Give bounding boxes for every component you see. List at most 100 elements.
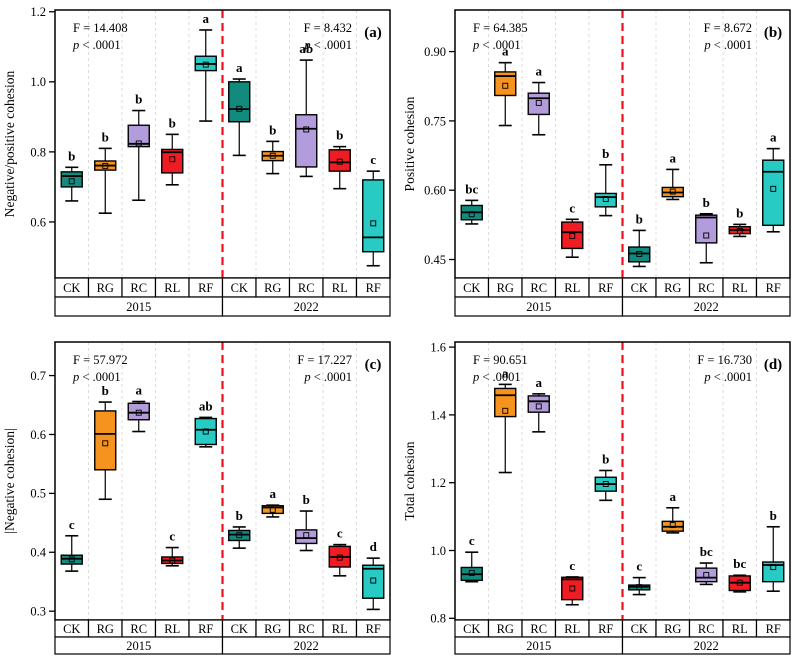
boxplot-2015-RL: c: [561, 558, 584, 606]
x-axis-table: CK RG RC RL RF CK RG RC RL RF 2015 2022: [54, 619, 391, 655]
mean-marker: [770, 564, 777, 571]
boxplot-2015-RF: b: [594, 451, 617, 502]
mean-marker: [602, 481, 609, 488]
panel-tag: (d): [764, 357, 782, 373]
boxplot-2022-CK: b: [228, 508, 251, 549]
y-tick-label: 0.75: [424, 114, 446, 128]
y-tick-label: 1.0: [30, 75, 46, 89]
year-label: 2015: [526, 300, 551, 314]
boxplot-2015-CK: b: [60, 148, 83, 202]
treatment-label: RC: [298, 622, 315, 636]
boxplot-2015-RG: a: [494, 365, 517, 474]
sig-letter: bc: [465, 181, 478, 196]
mean-marker: [370, 220, 377, 227]
panel-a: 0.6 0.8 1.0 1.2 Negative/positive cohesion F …: [0, 0, 400, 330]
box: [594, 192, 617, 208]
boxplot-2022-RL: c: [328, 526, 351, 577]
mean-marker: [202, 428, 209, 435]
treatment-label: CK: [631, 281, 648, 295]
boxplot-2022-CK: b: [628, 211, 651, 268]
y-tick-label: 0.8: [30, 145, 46, 159]
y-tick-label: 0.5: [30, 487, 46, 501]
treatment-label: RF: [766, 281, 781, 295]
y-tick-label: 1.2: [430, 476, 446, 490]
boxplot-2022-RC: b: [295, 492, 318, 552]
box: [527, 92, 550, 116]
boxplot-2015-RF: ab: [194, 398, 217, 448]
sig-letter: c: [569, 200, 575, 215]
treatment-label: RL: [732, 281, 748, 295]
mean-marker: [669, 188, 676, 195]
sig-letter: c: [370, 152, 376, 167]
panel-b-chart: 0.45 0.60 0.75 0.90 Positive cohesion F = 64.…: [402, 9, 791, 317]
mean-marker: [336, 554, 343, 561]
y-axis-title: Total cohesion: [402, 441, 417, 520]
treatment-label: CK: [463, 281, 480, 295]
stats-left-f: F = 14.408: [73, 21, 128, 35]
treatment-label: RG: [664, 281, 681, 295]
boxplot-2022-RG: a: [261, 486, 284, 518]
mean-marker: [370, 577, 377, 584]
year-label: 2015: [526, 639, 551, 653]
mean-marker: [336, 158, 343, 165]
treatment-label: CK: [631, 622, 648, 636]
stats-right-f: F = 17.227: [297, 353, 352, 367]
box: [295, 529, 318, 545]
box: [695, 214, 718, 244]
box: [561, 221, 584, 250]
sig-letter: b: [602, 451, 609, 466]
treatment-label: RC: [130, 281, 147, 295]
treatment-label: RG: [664, 622, 681, 636]
boxplot-2022-RL: bc: [728, 556, 751, 593]
boxplot-2022-CK: a: [228, 60, 251, 157]
mean-marker: [68, 556, 75, 563]
mean-marker: [68, 178, 75, 185]
stats-left-p: p < .0001: [72, 370, 121, 384]
boxplot-2015-RL: b: [161, 115, 184, 186]
treatment-label: RL: [564, 622, 580, 636]
x-axis-table: CK RG RC RL RF CK RG RC RL RF 2015 2022: [454, 277, 791, 317]
year-label: 2022: [294, 300, 319, 314]
treatment-label: RG: [497, 281, 514, 295]
panel-a-chart: 0.6 0.8 1.0 1.2 Negative/positive cohesion F …: [2, 5, 391, 317]
treatment-label: RG: [264, 281, 281, 295]
panel-tag: (a): [364, 25, 382, 41]
sig-letter: a: [203, 11, 210, 26]
sig-letter: a: [670, 489, 677, 504]
box: [628, 246, 651, 263]
y-tick-label: 0.3: [30, 605, 46, 619]
stats-left-f: F = 64.385: [473, 21, 528, 35]
box: [494, 387, 517, 418]
mean-marker: [102, 162, 109, 169]
treatment-label: RC: [698, 281, 715, 295]
mean-marker: [736, 579, 743, 586]
mean-marker: [169, 557, 176, 564]
box: [695, 567, 718, 583]
sig-letter: b: [269, 122, 276, 137]
box: [362, 564, 385, 599]
treatment-label: RL: [164, 281, 180, 295]
sig-letter: c: [169, 529, 175, 544]
y-tick-label: 0.45: [424, 253, 446, 267]
treatment-label: RG: [264, 622, 281, 636]
sig-letter: c: [469, 533, 475, 548]
box: [60, 171, 83, 188]
mean-marker: [303, 532, 310, 539]
treatment-label: CK: [231, 622, 248, 636]
panel-b: 0.45 0.60 0.75 0.90 Positive cohesion F = 64.…: [400, 0, 800, 330]
boxplot-2015-RC: b: [127, 92, 150, 202]
box: [561, 576, 584, 601]
treatment-label: CK: [231, 281, 248, 295]
sig-letter: a: [770, 130, 777, 145]
sig-letter: bc: [700, 544, 713, 559]
box: [295, 114, 318, 168]
sig-letter: a: [536, 64, 543, 79]
boxplot-2022-CK: c: [628, 559, 651, 596]
sig-letter: b: [169, 115, 176, 130]
sig-letter: a: [670, 150, 677, 165]
sig-letter: b: [736, 205, 743, 220]
box: [228, 81, 251, 123]
y-tick-label: 1.2: [30, 5, 46, 19]
boxplot-2022-RF: d: [362, 539, 385, 611]
